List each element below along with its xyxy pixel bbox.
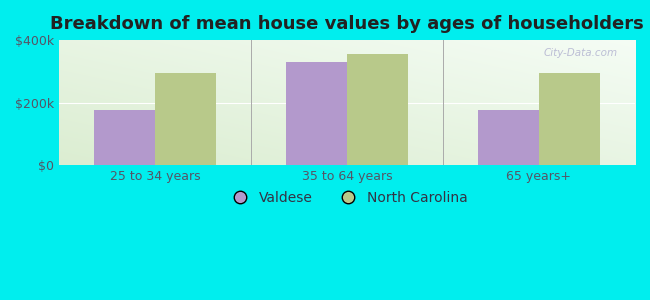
Bar xyxy=(478,110,539,165)
Bar xyxy=(347,54,408,165)
Bar xyxy=(285,62,347,165)
Text: City-Data.com: City-Data.com xyxy=(543,48,618,58)
Bar xyxy=(539,73,601,165)
Bar xyxy=(94,110,155,165)
Legend: Valdese, North Carolina: Valdese, North Carolina xyxy=(220,185,474,210)
Title: Breakdown of mean house values by ages of householders: Breakdown of mean house values by ages o… xyxy=(50,15,644,33)
Bar xyxy=(155,73,216,165)
